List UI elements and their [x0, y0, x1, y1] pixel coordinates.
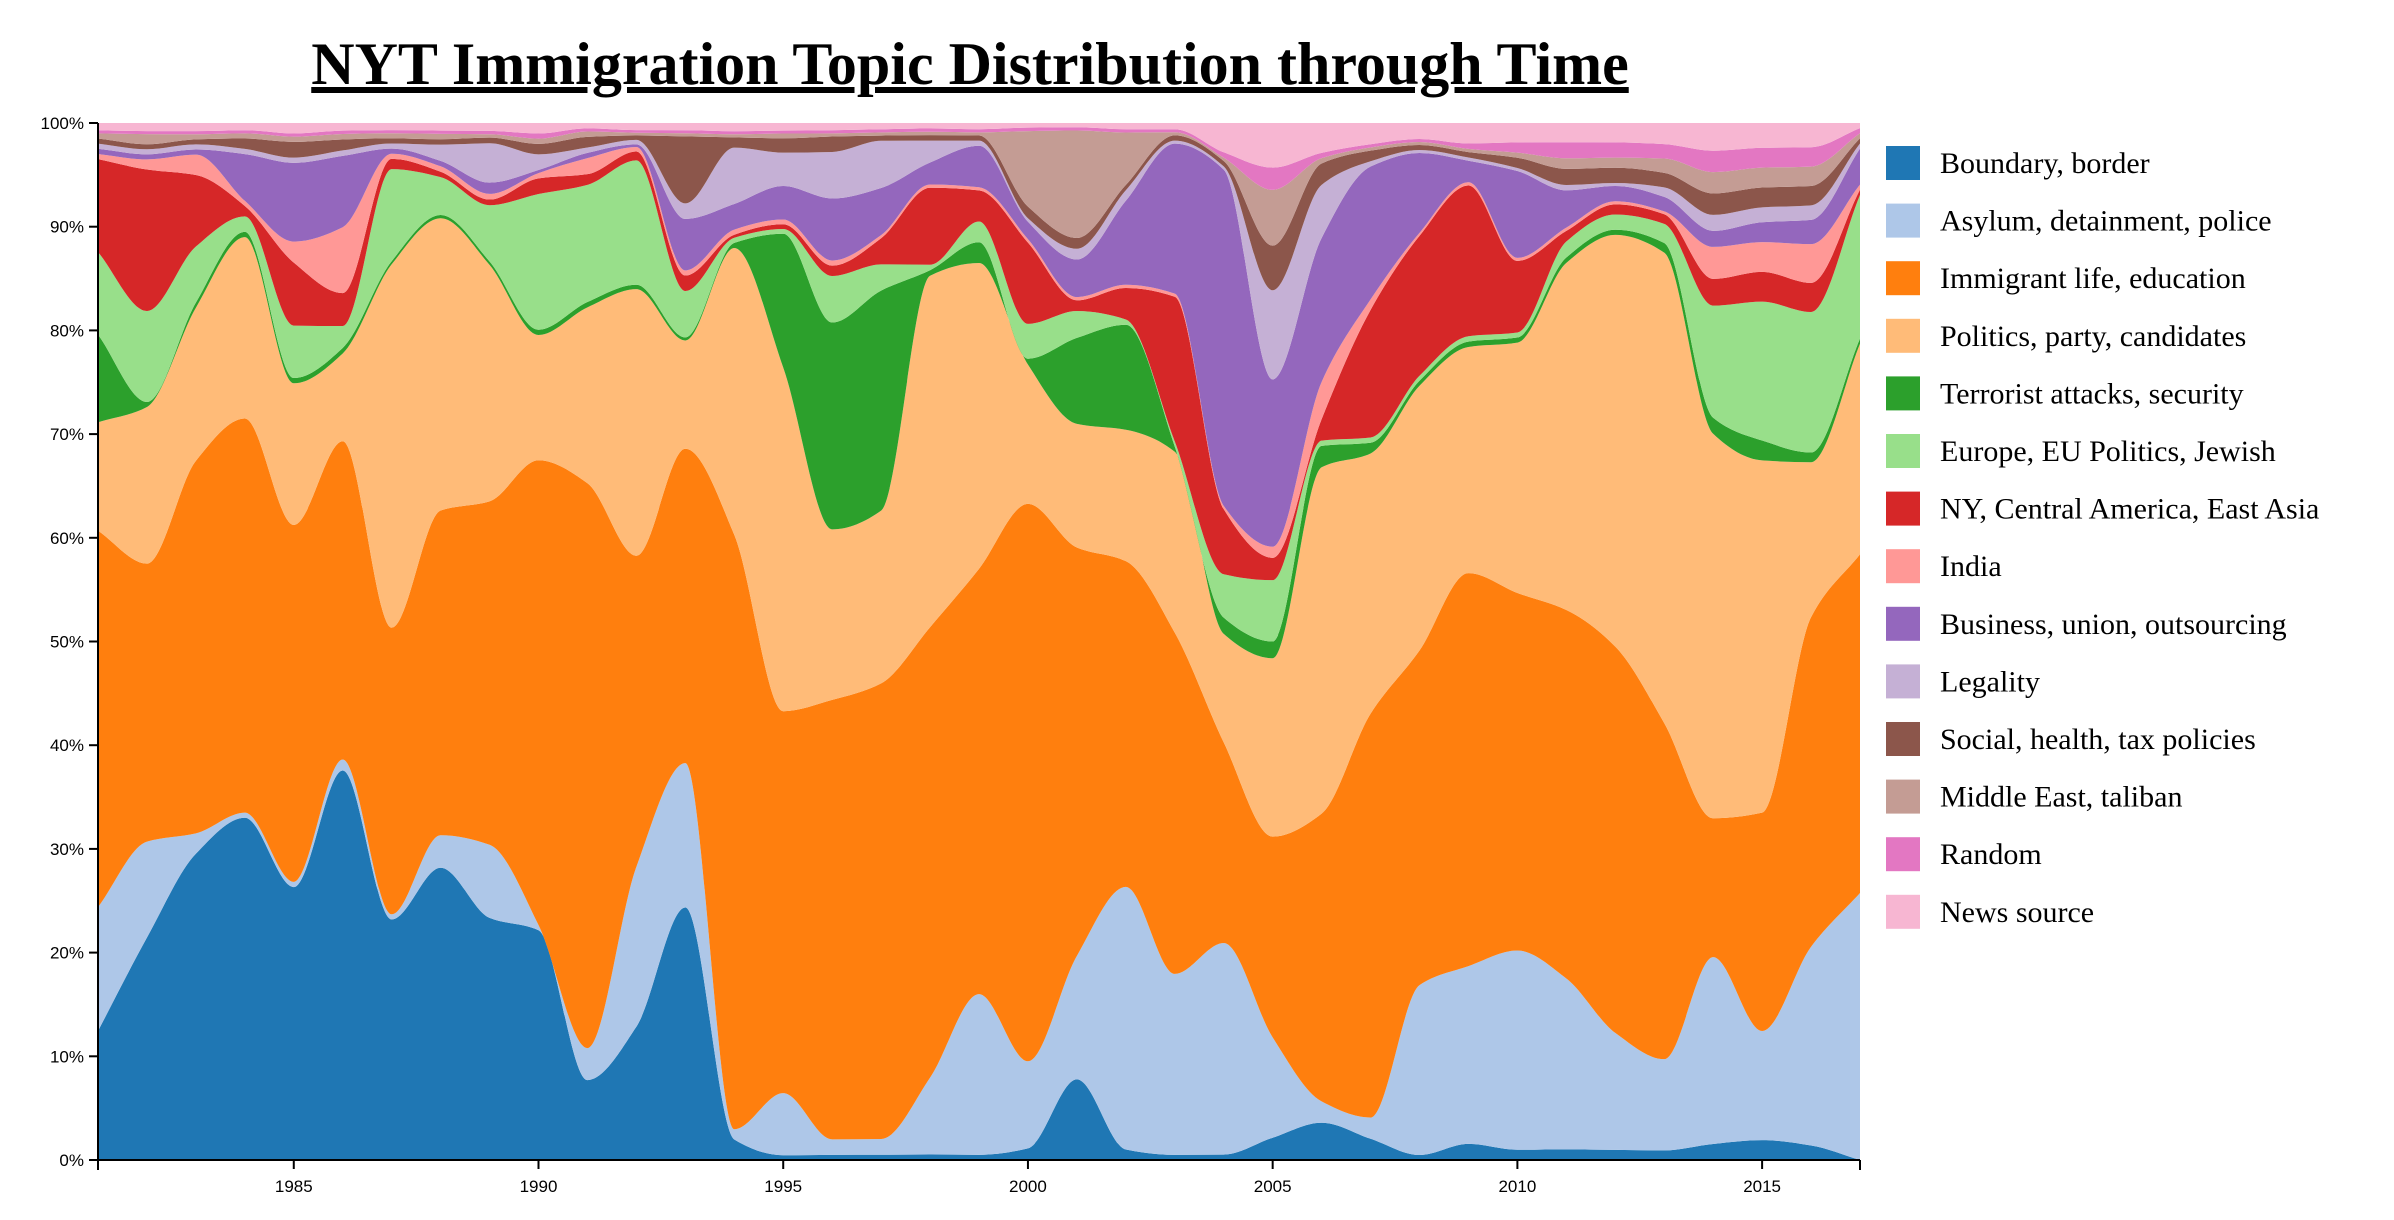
x-tick-label: 2000: [1009, 1177, 1047, 1196]
legend-item-politics-party-candidates: Politics, party, candidates: [1886, 318, 2246, 353]
legend-label: Europe, EU Politics, Jewish: [1940, 435, 2276, 468]
legend-item-europe-eu-politics-jewish: Europe, EU Politics, Jewish: [1886, 434, 2276, 468]
y-tick-label: 10%: [50, 1047, 84, 1066]
legend-label: Immigrant life, education: [1940, 262, 2246, 295]
legend: Boundary, border Asylum, detainment, poli…: [1886, 146, 2319, 929]
legend-swatch: [1886, 837, 1920, 872]
area-europe-eu-politics-jewish: [98, 160, 1860, 642]
legend-swatch: [1886, 318, 1920, 353]
legend-item-terrorist-attacks-security: Terrorist attacks, security: [1886, 376, 2244, 411]
legend-label: Boundary, border: [1940, 147, 2150, 180]
legend-swatch: [1886, 606, 1920, 641]
y-tick-label: 40%: [50, 736, 84, 755]
area-immigrant-life-education: [98, 418, 1860, 1140]
legend-item-boundary-border: Boundary, border: [1886, 146, 2150, 180]
legend-swatch: [1886, 779, 1920, 814]
area-boundary-border: [98, 770, 1860, 1160]
x-tick-label: 1990: [520, 1177, 558, 1196]
legend-item-india: India: [1886, 549, 2002, 584]
legend-swatch: [1886, 549, 1920, 584]
legend-swatch: [1886, 894, 1920, 929]
x-axis: 1985 1990 1995 2000 2005 2010 2015: [97, 1159, 1861, 1196]
legend-item-middle-east-taliban: Middle East, taliban: [1886, 779, 2182, 814]
legend-swatch: [1886, 203, 1920, 238]
chart-areas: [98, 123, 1860, 1160]
y-tick-label: 60%: [50, 529, 84, 548]
legend-swatch: [1886, 722, 1920, 756]
legend-label: NY, Central America, East Asia: [1940, 493, 2319, 526]
y-tick-label: 70%: [50, 425, 84, 444]
legend-label: Legality: [1940, 665, 2040, 698]
y-tick-label: 30%: [50, 840, 84, 859]
legend-item-immigrant-life-education: Immigrant life, education: [1886, 261, 2246, 296]
area-random: [98, 127, 1860, 190]
legend-label: Business, union, outsourcing: [1940, 608, 2287, 641]
legend-label: Asylum, detainment, police: [1940, 205, 2272, 238]
legend-swatch: [1886, 434, 1920, 468]
y-axis: 0% 10% 20% 30% 40% 50% 60% 70% 80% 90% 100%: [41, 114, 99, 1170]
legend-label: Politics, party, candidates: [1940, 320, 2246, 353]
area-news-source: [98, 123, 1860, 168]
y-tick-label: 90%: [50, 218, 84, 237]
legend-item-social-health-tax-policies: Social, health, tax policies: [1886, 722, 2256, 756]
legend-item-ny-central-america-east-asia: NY, Central America, East Asia: [1886, 491, 2319, 526]
x-tick-label: 2005: [1254, 1177, 1292, 1196]
x-tick-label: 1995: [764, 1177, 802, 1196]
area-business-union-outsourcing: [98, 143, 1860, 547]
legend-swatch: [1886, 261, 1920, 296]
x-tick-label: 2015: [1743, 1177, 1781, 1196]
y-tick-label: 80%: [50, 321, 84, 340]
legend-label: News source: [1940, 896, 2094, 929]
x-tick-label: 1985: [275, 1177, 313, 1196]
legend-label: Terrorist attacks, security: [1940, 377, 2244, 410]
y-tick-label: 50%: [50, 633, 84, 652]
area-politics-party-candidates: [98, 218, 1860, 837]
legend-item-legality: Legality: [1886, 664, 2040, 699]
legend-swatch: [1886, 664, 1920, 699]
legend-item-random: Random: [1886, 837, 2042, 872]
y-tick-label: 20%: [50, 944, 84, 963]
area-ny-central-america-east-asia: [98, 151, 1860, 581]
legend-label: Social, health, tax policies: [1940, 723, 2256, 756]
legend-swatch: [1886, 491, 1920, 526]
area-asylum-detainment-police: [98, 759, 1860, 1160]
legend-swatch: [1886, 376, 1920, 411]
legend-label: India: [1940, 550, 2002, 583]
area-social-health-tax-policies: [98, 135, 1860, 291]
x-tick-label: 2010: [1498, 1177, 1536, 1196]
legend-item-asylum-detainment-police: Asylum, detainment, police: [1886, 203, 2272, 238]
legend-label: Random: [1940, 838, 2042, 871]
y-tick-label: 100%: [41, 114, 84, 133]
legend-item-news-source: News source: [1886, 894, 2094, 929]
legend-label: Middle East, taliban: [1940, 781, 2182, 814]
y-tick-label: 0%: [59, 1151, 84, 1170]
legend-item-business-union-outsourcing: Business, union, outsourcing: [1886, 606, 2287, 641]
chart-title: NYT Immigration Topic Distribution throu…: [311, 31, 1628, 97]
legend-swatch: [1886, 146, 1920, 180]
